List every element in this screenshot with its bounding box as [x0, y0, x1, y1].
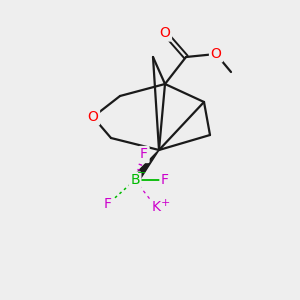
- Text: B: B: [130, 173, 140, 187]
- Text: F: F: [140, 148, 148, 161]
- Text: F: F: [161, 173, 169, 187]
- Text: O: O: [211, 47, 221, 61]
- Text: −: −: [137, 168, 146, 178]
- Polygon shape: [132, 150, 159, 182]
- Text: K: K: [152, 200, 160, 214]
- Text: O: O: [88, 110, 98, 124]
- Text: O: O: [160, 26, 170, 40]
- Text: +: +: [161, 197, 170, 208]
- Text: F: F: [104, 197, 112, 211]
